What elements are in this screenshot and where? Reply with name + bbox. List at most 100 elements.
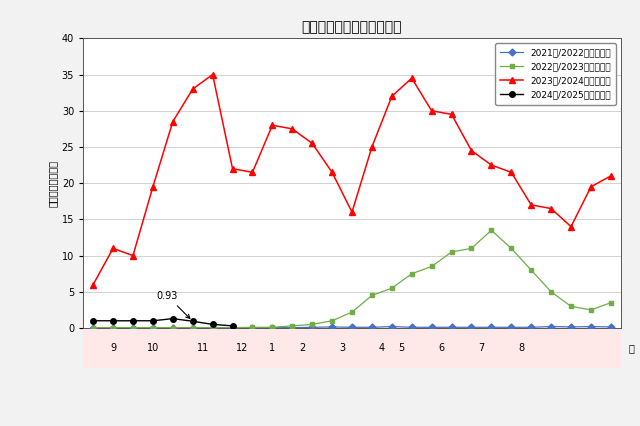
2022年/2023年シーズン bbox=[607, 300, 614, 305]
Text: 4: 4 bbox=[379, 343, 385, 353]
2022年/2023年シーズン bbox=[348, 310, 356, 315]
2022年/2023年シーズン bbox=[90, 325, 97, 330]
2023年/2024年シーズン bbox=[248, 170, 256, 175]
2021年/2022年シーズン bbox=[209, 325, 216, 330]
2023年/2024年シーズン bbox=[408, 75, 415, 81]
2023年/2024年シーズン bbox=[508, 170, 515, 175]
Y-axis label: 定点当たり報告数: 定点当たり報告数 bbox=[47, 160, 58, 207]
2021年/2022年シーズン bbox=[348, 325, 356, 330]
2023年/2024年シーズン bbox=[547, 206, 555, 211]
Line: 2024年/2025年シーズン: 2024年/2025年シーズン bbox=[90, 316, 236, 328]
2023年/2024年シーズン bbox=[169, 119, 177, 124]
Line: 2022年/2023年シーズン: 2022年/2023年シーズン bbox=[91, 228, 613, 330]
2024年/2025年シーズン bbox=[149, 318, 157, 323]
2021年/2022年シーズン bbox=[468, 325, 476, 330]
2023年/2024年シーズン bbox=[428, 108, 435, 113]
Line: 2021年/2022年シーズン: 2021年/2022年シーズン bbox=[91, 324, 613, 330]
Text: 5: 5 bbox=[399, 343, 405, 353]
2023年/2024年シーズン bbox=[129, 253, 137, 258]
2022年/2023年シーズン bbox=[587, 308, 595, 313]
2021年/2022年シーズン bbox=[149, 325, 157, 330]
2021年/2022年シーズン bbox=[289, 325, 296, 330]
2023年/2024年シーズン bbox=[209, 72, 216, 77]
2021年/2022年シーズン bbox=[248, 325, 256, 330]
2022年/2023年シーズン bbox=[269, 325, 276, 330]
2021年/2022年シーズン bbox=[90, 325, 97, 330]
2022年/2023年シーズン bbox=[328, 318, 336, 323]
2021年/2022年シーズン bbox=[448, 325, 456, 330]
2021年/2022年シーズン bbox=[169, 325, 177, 330]
Text: 8: 8 bbox=[518, 343, 524, 353]
Text: 2: 2 bbox=[299, 343, 305, 353]
2023年/2024年シーズン bbox=[488, 162, 495, 167]
2023年/2024年シーズン bbox=[109, 246, 117, 251]
Line: 2023年/2024年シーズン: 2023年/2024年シーズン bbox=[90, 71, 614, 288]
2021年/2022年シーズン bbox=[308, 325, 316, 330]
2022年/2023年シーズン bbox=[149, 325, 157, 330]
2024年/2025年シーズン bbox=[228, 323, 236, 328]
Text: 6: 6 bbox=[438, 343, 445, 353]
2023年/2024年シーズン bbox=[468, 148, 476, 153]
2022年/2023年シーズン bbox=[169, 325, 177, 330]
2024年/2025年シーズン bbox=[189, 319, 196, 324]
2024年/2025年シーズン bbox=[169, 316, 177, 321]
2021年/2022年シーズン bbox=[109, 325, 117, 330]
2022年/2023年シーズン bbox=[308, 322, 316, 327]
Text: 3: 3 bbox=[339, 343, 345, 353]
Text: 1: 1 bbox=[269, 343, 275, 353]
Text: 7: 7 bbox=[478, 343, 484, 353]
2022年/2023年シーズン bbox=[289, 323, 296, 328]
2024年/2025年シーズン bbox=[129, 318, 137, 323]
2022年/2023年シーズン bbox=[488, 227, 495, 233]
2021年/2022年シーズン bbox=[607, 324, 614, 329]
2021年/2022年シーズン bbox=[428, 325, 435, 330]
2021年/2022年シーズン bbox=[488, 325, 495, 330]
2023年/2024年シーズン bbox=[388, 94, 396, 99]
Title: インフルエンザ（埼玉県）: インフルエンザ（埼玉県） bbox=[301, 20, 403, 35]
2021年/2022年シーズン bbox=[269, 325, 276, 330]
2021年/2022年シーズン bbox=[567, 324, 575, 329]
2021年/2022年シーズン bbox=[328, 324, 336, 329]
Legend: 2021年/2022年シーズン, 2022年/2023年シーズン, 2023年/2024年シーズン, 2024年/2025年シーズン: 2021年/2022年シーズン, 2022年/2023年シーズン, 2023年/… bbox=[495, 43, 616, 105]
2021年/2022年シーズン bbox=[587, 324, 595, 329]
2022年/2023年シーズン bbox=[508, 246, 515, 251]
2023年/2024年シーズン bbox=[328, 170, 336, 175]
2021年/2022年シーズン bbox=[408, 325, 415, 330]
2023年/2024年シーズン bbox=[149, 184, 157, 189]
2022年/2023年シーズン bbox=[527, 268, 535, 273]
2023年/2024年シーズン bbox=[567, 224, 575, 229]
2022年/2023年シーズン bbox=[388, 285, 396, 291]
2021年/2022年シーズン bbox=[388, 324, 396, 329]
2023年/2024年シーズン bbox=[189, 86, 196, 92]
2023年/2024年シーズン bbox=[527, 202, 535, 207]
2021年/2022年シーズン bbox=[368, 325, 376, 330]
2022年/2023年シーズン bbox=[468, 246, 476, 251]
2021年/2022年シーズン bbox=[228, 325, 236, 330]
Text: 月: 月 bbox=[628, 343, 635, 353]
2023年/2024年シーズン bbox=[607, 173, 614, 178]
2023年/2024年シーズン bbox=[368, 144, 376, 150]
2021年/2022年シーズン bbox=[508, 325, 515, 330]
2023年/2024年シーズン bbox=[289, 126, 296, 131]
2023年/2024年シーズン bbox=[448, 112, 456, 117]
2023年/2024年シーズン bbox=[308, 141, 316, 146]
2022年/2023年シーズン bbox=[109, 325, 117, 330]
Text: 11: 11 bbox=[196, 343, 209, 353]
Text: 9: 9 bbox=[110, 343, 116, 353]
2021年/2022年シーズン bbox=[129, 325, 137, 330]
2021年/2022年シーズン bbox=[527, 325, 535, 330]
2023年/2024年シーズン bbox=[348, 210, 356, 215]
2022年/2023年シーズン bbox=[547, 289, 555, 294]
Bar bbox=[83, 328, 621, 368]
2023年/2024年シーズン bbox=[587, 184, 595, 189]
2022年/2023年シーズン bbox=[129, 325, 137, 330]
2022年/2023年シーズン bbox=[567, 304, 575, 309]
2023年/2024年シーズン bbox=[228, 166, 236, 171]
2022年/2023年シーズン bbox=[448, 249, 456, 254]
2022年/2023年シーズン bbox=[428, 264, 435, 269]
2022年/2023年シーズン bbox=[248, 325, 256, 330]
2024年/2025年シーズン bbox=[209, 322, 216, 327]
Text: 10: 10 bbox=[147, 343, 159, 353]
2022年/2023年シーズン bbox=[209, 325, 216, 330]
2022年/2023年シーズン bbox=[368, 293, 376, 298]
